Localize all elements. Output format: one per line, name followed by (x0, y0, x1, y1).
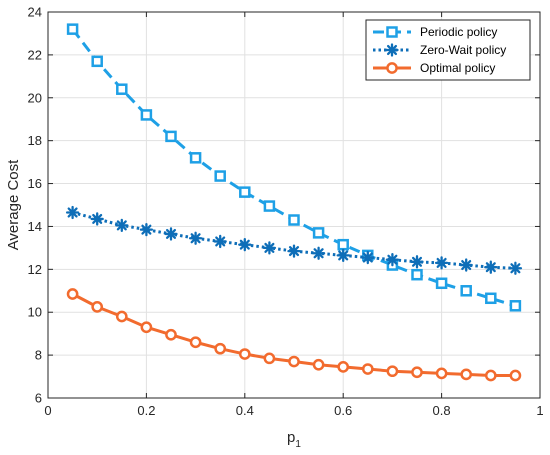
data-point (508, 261, 523, 275)
data-point (312, 358, 325, 371)
data-point (459, 258, 473, 272)
x-tick-label: 0.8 (433, 403, 451, 418)
data-point (66, 288, 79, 300)
data-point (460, 285, 472, 297)
data-point (287, 244, 301, 258)
x-tick-label: 0 (44, 403, 51, 418)
data-point (238, 348, 251, 360)
data-point (188, 231, 203, 245)
data-point (411, 366, 423, 379)
data-point (460, 368, 473, 381)
data-point (165, 328, 177, 341)
y-tick-label: 8 (35, 348, 42, 363)
y-tick-label: 12 (28, 262, 42, 277)
data-point (509, 300, 522, 312)
data-point (116, 83, 128, 95)
legend-label: Periodic policy (420, 25, 497, 39)
data-point (91, 55, 103, 68)
y-tick-label: 20 (28, 90, 42, 105)
data-point (411, 268, 423, 281)
data-point (312, 227, 325, 239)
series-layer (65, 23, 523, 382)
legend-marker (385, 43, 399, 57)
legend-entry: Zero-Wait policy (373, 43, 506, 57)
data-point (66, 23, 79, 35)
x-tick-label: 0.4 (236, 403, 254, 418)
data-point (140, 109, 153, 121)
y-axis-label: Average Cost (5, 159, 22, 250)
data-point (434, 256, 449, 270)
data-point (361, 250, 375, 265)
data-point (65, 205, 80, 220)
data-point (509, 369, 522, 382)
data-point (91, 301, 104, 313)
data-point (238, 238, 252, 252)
data-point (165, 130, 177, 143)
x-axis-label: p1 (287, 429, 301, 450)
data-point (288, 214, 300, 226)
y-tick-label: 14 (28, 219, 42, 234)
data-point (139, 223, 154, 237)
data-point (336, 248, 350, 263)
data-point (288, 355, 300, 368)
data-point (337, 238, 349, 251)
data-point (164, 227, 178, 241)
plot-frame (47, 11, 541, 399)
data-point (90, 212, 104, 226)
data-point (263, 352, 276, 365)
x-axis-label-subscript: 1 (295, 439, 301, 450)
data-point (435, 277, 448, 290)
data-point (337, 361, 350, 373)
data-point (385, 253, 400, 267)
data-point (263, 200, 276, 212)
legend-marker (386, 62, 398, 74)
y-tick-label: 16 (28, 176, 42, 191)
y-tick-label: 18 (28, 133, 42, 148)
legend-label: Optimal policy (420, 61, 495, 75)
y-tick-label: 10 (28, 305, 42, 320)
data-point (239, 186, 251, 198)
data-point (214, 342, 227, 355)
data-point (140, 321, 153, 334)
data-point (115, 218, 129, 233)
x-tick-label: 1 (536, 403, 543, 418)
data-point (410, 255, 424, 269)
data-point (213, 234, 227, 249)
y-tick-label: 24 (28, 5, 42, 20)
data-point (484, 369, 497, 382)
y-tick-label: 22 (28, 47, 42, 62)
data-point (386, 365, 399, 378)
y-tick-label: 6 (35, 391, 42, 406)
legend-entry: Periodic policy (373, 25, 497, 39)
data-point (435, 367, 448, 380)
data-point (115, 310, 128, 323)
data-point (262, 241, 277, 255)
x-tick-label: 0.6 (334, 403, 352, 418)
data-point (485, 292, 497, 305)
series-optimal-policy (66, 288, 522, 382)
data-point (189, 336, 202, 349)
data-point (311, 246, 326, 260)
x-axis-label-base: p (287, 429, 295, 446)
legend-entry: Optimal policy (373, 61, 495, 75)
data-point (214, 170, 226, 182)
series-zero-wait-policy (65, 205, 523, 275)
data-point (189, 152, 202, 164)
legend-label: Zero-Wait policy (420, 43, 506, 57)
data-point (484, 260, 498, 274)
grid (48, 12, 540, 398)
x-tick-label: 0.2 (137, 403, 155, 418)
data-point (361, 363, 374, 375)
legend: Periodic policy Zero-Wait policy Optimal p… (365, 19, 531, 81)
legend-marker (386, 26, 398, 38)
